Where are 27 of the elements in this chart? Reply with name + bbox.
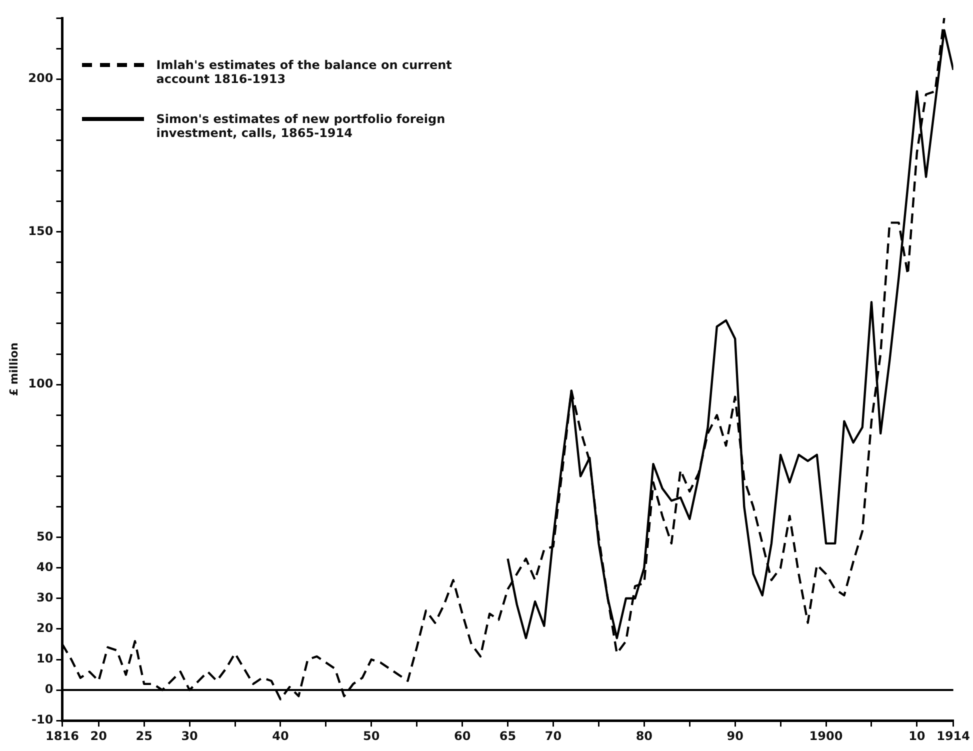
x-tick-label: 65 xyxy=(499,728,516,743)
y-tick-label: 40 xyxy=(36,560,54,574)
legend-label: Simon's estimates of new portfolio foreign investment, calls, 1865-1914 xyxy=(156,112,446,140)
y-tick-label: 20 xyxy=(36,621,54,636)
y-tick-label: 50 xyxy=(36,529,54,544)
x-tick-label: 1914 xyxy=(936,728,970,743)
y-tick-label: 150 xyxy=(28,224,54,238)
x-tick-label: 40 xyxy=(272,728,289,743)
y-axis-title: £ million xyxy=(7,342,20,396)
x-tick-label: 50 xyxy=(363,728,380,743)
x-tick-label: 60 xyxy=(454,728,471,743)
y-tick-label: 0 xyxy=(44,682,54,696)
x-tick-label: 90 xyxy=(726,728,744,743)
x-tick-label: 1816 xyxy=(46,728,79,743)
x-tick-label: 20 xyxy=(90,728,107,743)
x-tick-label: 25 xyxy=(136,728,152,743)
y-tick-label: 100 xyxy=(28,376,54,391)
y-tick-label: 30 xyxy=(36,590,54,605)
x-tick-label: 1900 xyxy=(809,728,843,743)
x-tick-label: 30 xyxy=(181,728,198,743)
y-tick-label: 10 xyxy=(36,652,54,666)
legend-label: Imlah's estimates of the balance on current account 1816-1913 xyxy=(156,58,453,86)
x-tick-label: 10 xyxy=(908,728,926,743)
y-tick-label: -10 xyxy=(32,712,54,727)
x-tick-label: 80 xyxy=(636,728,653,743)
y-tick-label: 200 xyxy=(28,71,54,86)
x-tick-label: 70 xyxy=(544,728,562,743)
